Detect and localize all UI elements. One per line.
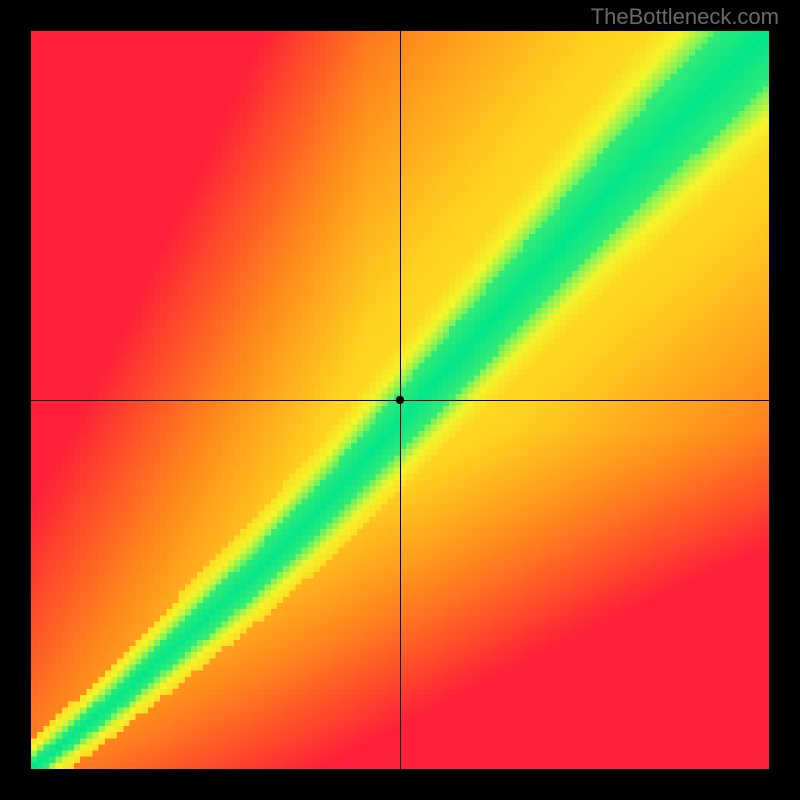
watermark-text: TheBottleneck.com	[591, 4, 779, 30]
crosshair-overlay	[31, 31, 769, 769]
chart-frame: TheBottleneck.com	[0, 0, 800, 800]
